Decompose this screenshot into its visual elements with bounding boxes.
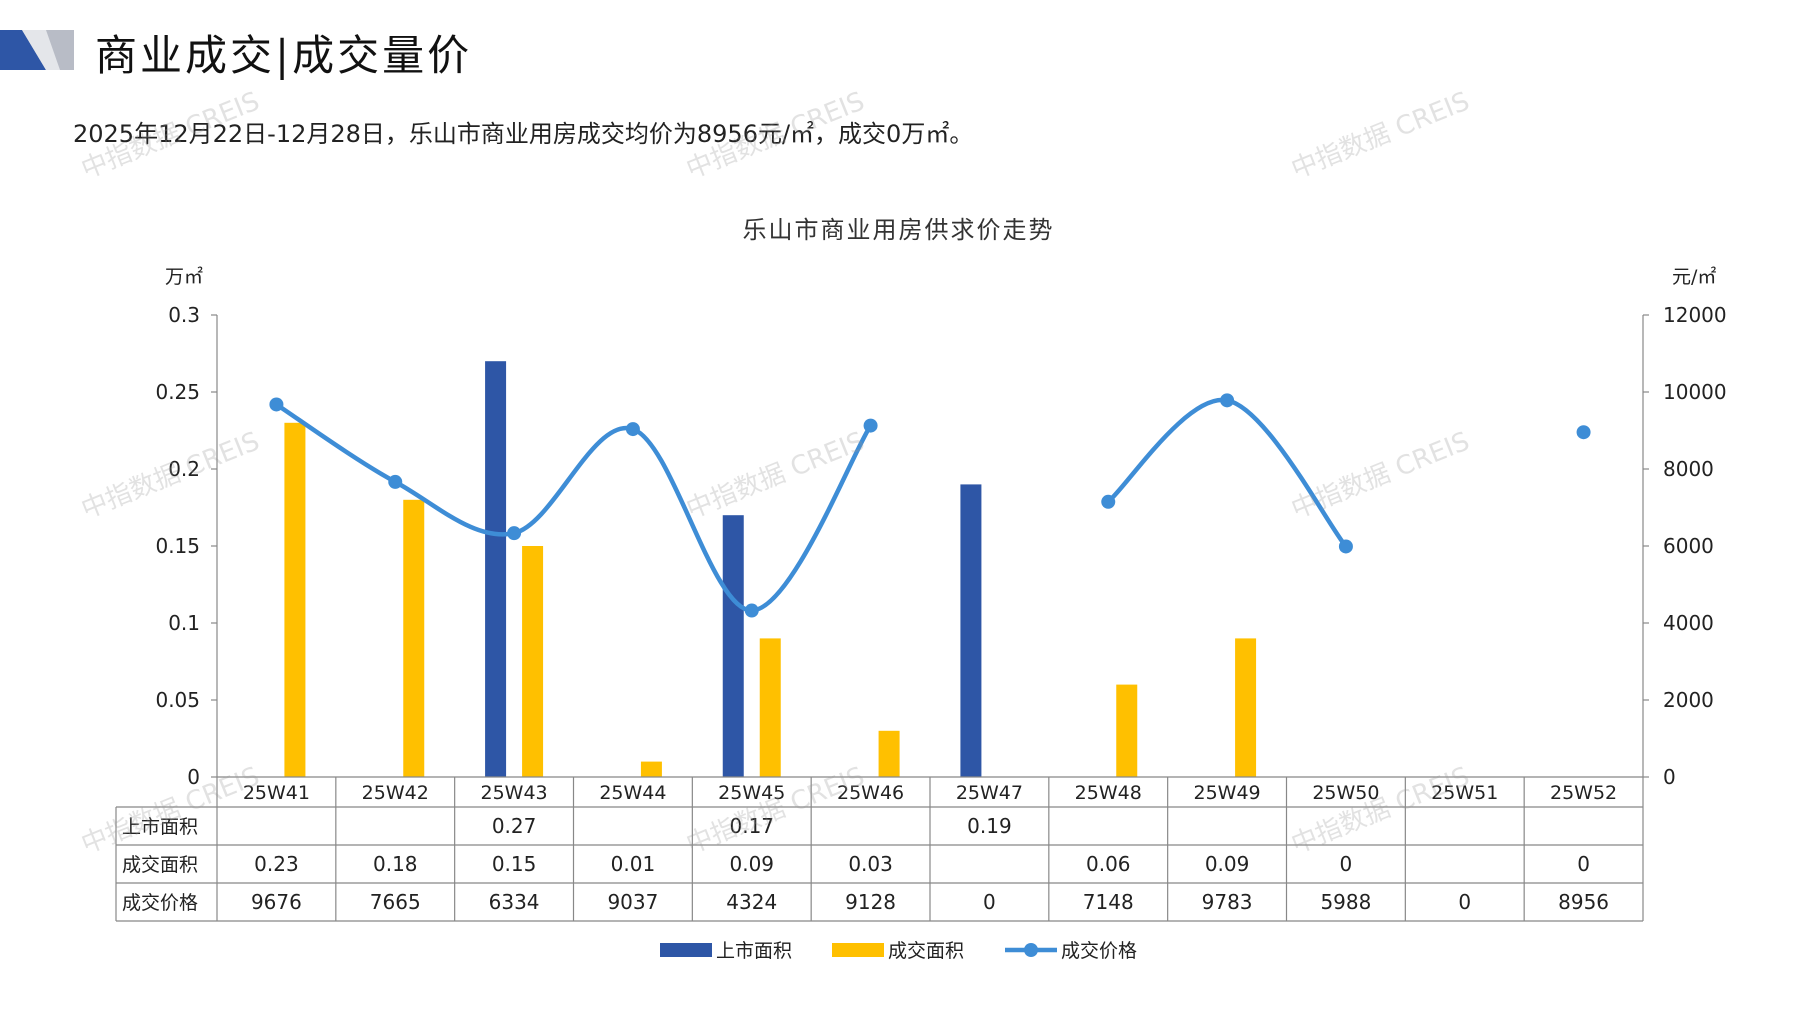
table-data-label: 0.01 bbox=[611, 852, 656, 876]
deal-price-point bbox=[269, 397, 284, 412]
legend-label: 上市面积 bbox=[716, 940, 792, 962]
left-axis-tick-label: 0.15 bbox=[155, 534, 200, 558]
table-row-label: 成交面积 bbox=[122, 854, 198, 876]
table-data-label: 0.09 bbox=[1205, 852, 1250, 876]
table-data-label: 6334 bbox=[489, 890, 540, 914]
deal-area-bar bbox=[403, 499, 425, 777]
table-data-label: 0 bbox=[1577, 852, 1590, 876]
legend-swatch-deal-area bbox=[832, 943, 884, 957]
table-data-label: 9037 bbox=[607, 890, 658, 914]
table-data-label: 0.06 bbox=[1086, 852, 1131, 876]
category-label: 25W49 bbox=[1194, 782, 1261, 804]
table-data-label: 0.17 bbox=[729, 814, 774, 838]
left-axis-tick-label: 0.2 bbox=[168, 457, 200, 481]
summary-text: 2025年12月22日-12月28日，乐山市商业用房成交均价为8956元/㎡，成… bbox=[73, 120, 974, 148]
deal-price-point bbox=[507, 526, 522, 541]
deal-area-bar bbox=[284, 422, 306, 777]
deal-price-point bbox=[388, 474, 403, 489]
category-label: 25W44 bbox=[599, 782, 666, 804]
deal-price-point bbox=[625, 422, 640, 437]
deal-area-bar bbox=[878, 730, 900, 777]
table-data-label: 7665 bbox=[370, 890, 421, 914]
right-axis-tick-label: 6000 bbox=[1663, 534, 1714, 558]
deal-price-line bbox=[1106, 397, 1349, 549]
table-data-label: 9128 bbox=[845, 890, 896, 914]
category-label: 25W52 bbox=[1550, 782, 1617, 804]
category-label: 25W51 bbox=[1431, 782, 1498, 804]
right-axis-tick-label: 8000 bbox=[1663, 457, 1714, 481]
deal-area-bar bbox=[1235, 638, 1257, 777]
deal-price-point bbox=[744, 603, 759, 618]
table-data-label: 0.23 bbox=[254, 852, 299, 876]
table-data-label: 0 bbox=[983, 890, 996, 914]
deal-price-point bbox=[863, 418, 878, 433]
deal-price-point bbox=[1338, 539, 1353, 554]
table-data-label: 7148 bbox=[1083, 890, 1134, 914]
left-axis-tick-label: 0 bbox=[187, 765, 200, 789]
right-axis-tick-label: 10000 bbox=[1663, 380, 1727, 404]
left-axis-tick-label: 0.3 bbox=[168, 303, 200, 327]
table-data-label: 5988 bbox=[1320, 890, 1371, 914]
deal-price-point bbox=[1576, 425, 1591, 440]
deal-price-line bbox=[274, 402, 873, 613]
category-label: 25W41 bbox=[243, 782, 310, 804]
listed-area-bar bbox=[722, 515, 744, 777]
deal-area-bar bbox=[1116, 684, 1138, 777]
category-label: 25W47 bbox=[956, 782, 1023, 804]
category-label: 25W50 bbox=[1312, 782, 1379, 804]
category-label: 25W46 bbox=[837, 782, 904, 804]
chart-title: 乐山市商业用房供求价走势 bbox=[742, 216, 1055, 244]
table-data-label: 0.09 bbox=[729, 852, 774, 876]
right-axis-tick-label: 0 bbox=[1663, 765, 1676, 789]
table-data-label: 4324 bbox=[726, 890, 777, 914]
legend-label: 成交面积 bbox=[888, 940, 964, 962]
legend-swatch-listed bbox=[660, 943, 712, 957]
right-axis-tick-label: 2000 bbox=[1663, 688, 1714, 712]
left-axis-unit: 万㎡ bbox=[165, 265, 203, 288]
table-data-label: 0 bbox=[1340, 852, 1353, 876]
deal-price-point bbox=[1101, 494, 1116, 509]
header-logo-icon bbox=[0, 30, 74, 70]
right-axis-unit: 元/㎡ bbox=[1672, 265, 1716, 288]
deal-area-bar bbox=[640, 761, 662, 777]
category-label: 25W42 bbox=[362, 782, 429, 804]
table-data-label: 9783 bbox=[1202, 890, 1253, 914]
right-axis-tick-label: 4000 bbox=[1663, 611, 1714, 635]
deal-area-bar bbox=[522, 546, 544, 777]
legend-swatch-deal-price-marker bbox=[1024, 943, 1038, 957]
category-label: 25W45 bbox=[718, 782, 785, 804]
table-data-label: 0.03 bbox=[848, 852, 893, 876]
left-axis-tick-label: 0.05 bbox=[155, 688, 200, 712]
deal-area-bar bbox=[759, 638, 781, 777]
left-axis-tick-label: 0.1 bbox=[168, 611, 200, 635]
table-data-label: 0 bbox=[1458, 890, 1471, 914]
category-label: 25W43 bbox=[481, 782, 548, 804]
table-data-label: 0.18 bbox=[373, 852, 418, 876]
listed-area-bar bbox=[960, 484, 982, 777]
table-data-label: 0.15 bbox=[492, 852, 537, 876]
table-row-label: 上市面积 bbox=[122, 816, 198, 838]
table-data-label: 9676 bbox=[251, 890, 302, 914]
legend-label: 成交价格 bbox=[1061, 940, 1137, 962]
listed-area-bar bbox=[485, 361, 507, 777]
deal-price-point bbox=[1220, 393, 1235, 408]
table-data-label: 0.27 bbox=[492, 814, 537, 838]
table-data-label: 0.19 bbox=[967, 814, 1012, 838]
table-row-label: 成交价格 bbox=[122, 892, 198, 914]
page-title: 商业成交|成交量价 bbox=[95, 31, 473, 80]
table-data-label: 8956 bbox=[1558, 890, 1609, 914]
category-label: 25W48 bbox=[1075, 782, 1142, 804]
right-axis-tick-label: 12000 bbox=[1663, 303, 1727, 327]
left-axis-tick-label: 0.25 bbox=[155, 380, 200, 404]
